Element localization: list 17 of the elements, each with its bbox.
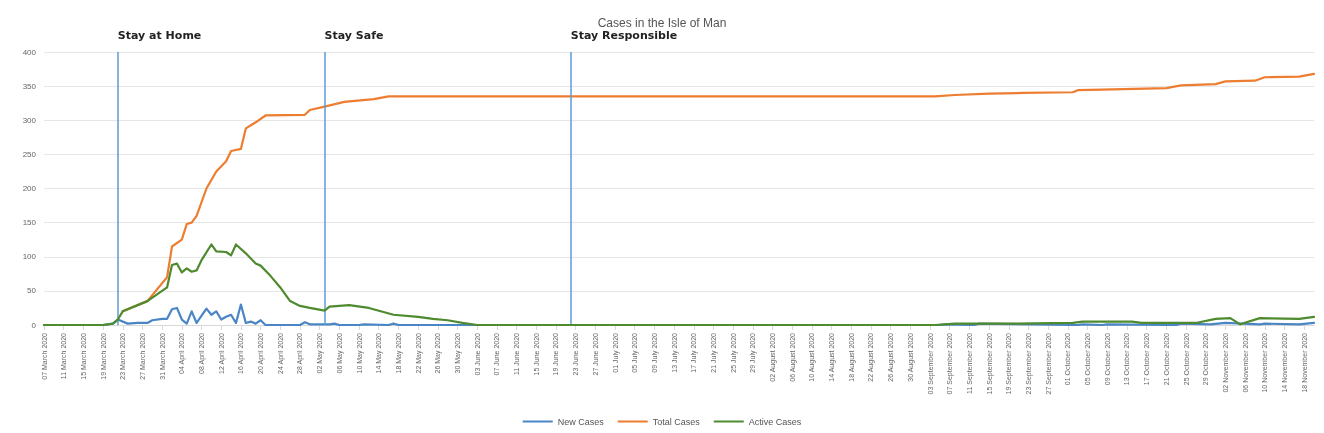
y-tick-label: 250 (22, 149, 37, 159)
y-tick-label: 200 (22, 184, 37, 193)
line-series (42, 243, 1316, 327)
ref-line-label: Stay Responsible (570, 29, 678, 42)
chart-title: Cases in the Isle of Man (597, 16, 727, 30)
ref-line-label: Stay Safe (324, 29, 384, 42)
y-tick-label: 100 (22, 252, 37, 262)
ref-line-label: Stay at Home (117, 29, 202, 42)
legend-label: Active Cases (748, 416, 802, 427)
legend-label: New Cases (557, 416, 605, 427)
y-tick-label: 150 (22, 218, 37, 228)
legend-label: Total Cases (652, 416, 701, 427)
y-tick-label: 300 (22, 115, 37, 125)
y-tick-label: 400 (22, 47, 37, 57)
y-tick-label: 0 (31, 320, 37, 330)
y-tick-label: 50 (27, 286, 37, 296)
y-tick-label: 350 (22, 81, 37, 91)
